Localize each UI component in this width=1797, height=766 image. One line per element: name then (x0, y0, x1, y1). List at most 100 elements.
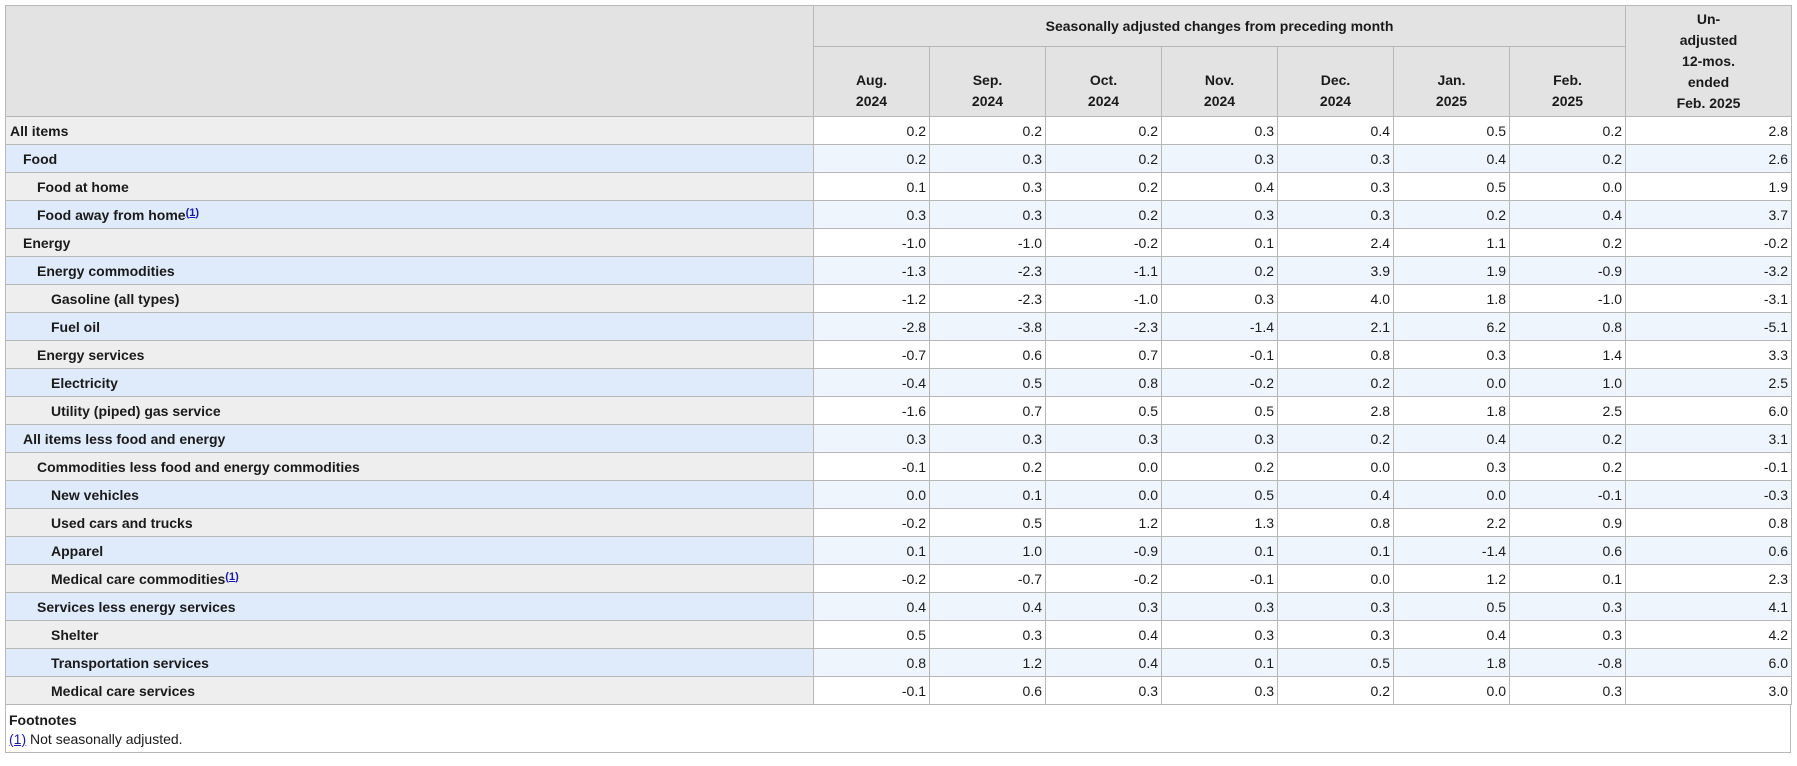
row-label-text: Food (23, 150, 58, 167)
header-month: Jan. 2025 (1393, 46, 1510, 117)
row-label: Food (5, 144, 814, 173)
value-cell: 1.3 (1161, 508, 1278, 537)
header-month-year: 2024 (855, 93, 888, 109)
value-cell: 0.2 (1508, 424, 1627, 453)
unadjusted-value-cell: 0.8 (1625, 508, 1793, 537)
row-label: All items (5, 116, 814, 145)
unadjusted-value-cell: -0.1 (1625, 452, 1793, 481)
value-cell: 0.2 (1277, 676, 1394, 705)
row-label: Energy (5, 228, 814, 257)
value-cell: 0.5 (1393, 116, 1510, 145)
value-cell: 0.3 (1161, 424, 1278, 453)
value-cell: 0.4 (1161, 172, 1278, 201)
value-cell: -0.9 (1508, 256, 1627, 285)
value-cell: -0.2 (813, 564, 930, 593)
footnote-marker-link[interactable]: (1) (185, 206, 200, 219)
footnote-text: Not seasonally adjusted. (26, 731, 183, 747)
value-cell: 0.4 (1045, 620, 1162, 649)
header-month-year: 2024 (1087, 93, 1120, 109)
row-label: Energy services (5, 340, 814, 369)
unadjusted-value-cell: -3.2 (1625, 256, 1793, 285)
value-cell: 2.4 (1277, 228, 1394, 257)
footnote-marker-number: 1 (228, 570, 236, 583)
value-cell: 0.3 (1161, 284, 1278, 313)
unadjusted-value-cell: 3.7 (1625, 200, 1793, 229)
header-month-year: 2024 (1203, 93, 1236, 109)
header-month-name: Oct. (1089, 72, 1118, 88)
row-label: Utility (piped) gas service (5, 396, 814, 425)
value-cell: 0.4 (1508, 200, 1627, 229)
value-cell: 0.3 (929, 424, 1046, 453)
value-cell: 0.3 (1045, 424, 1162, 453)
row-label-text: Services less energy services (37, 598, 236, 615)
value-cell: 0.3 (1161, 144, 1278, 173)
row-label: All items less food and energy (5, 424, 814, 453)
value-cell: 0.1 (929, 480, 1046, 509)
value-cell: -0.7 (929, 564, 1046, 593)
footnote-marker-link[interactable]: (1) (225, 570, 239, 583)
footnote-ref-link[interactable]: (1) (9, 731, 27, 747)
value-cell: 0.0 (813, 480, 930, 509)
table-row: All items less food and energy 0.3 0.3 0.3 0… (5, 424, 1793, 453)
value-cell: 0.6 (1508, 536, 1627, 565)
value-cell: 1.1 (1393, 228, 1510, 257)
value-cell: 0.2 (1045, 116, 1162, 145)
value-cell: 0.2 (1277, 424, 1394, 453)
header-month-name: Feb. (1553, 72, 1582, 88)
header-unadjusted-line: Un- (1696, 10, 1721, 27)
table-row: Food at home 0.1 0.3 0.2 0.4 0.3 0.5 0.0 1.9 (5, 172, 1793, 201)
value-cell: 0.3 (1161, 116, 1278, 145)
value-cell: 0.3 (1277, 592, 1394, 621)
value-cell: 2.2 (1393, 508, 1510, 537)
value-cell: -1.0 (813, 228, 930, 257)
header-group-title: Seasonally adjusted changes from precedi… (812, 5, 1627, 47)
table-row: Shelter 0.5 0.3 0.4 0.3 0.3 0.4 0.3 4.2 (5, 620, 1793, 649)
footnotes-section: Footnotes (1) Not seasonally adjusted. (5, 705, 1791, 753)
row-label-text: All items (10, 122, 69, 139)
header-month-name: Jan. (1437, 72, 1466, 88)
value-cell: 0.7 (1045, 340, 1162, 369)
cpi-table: Seasonally adjusted changes from precedi… (5, 5, 1793, 705)
row-label: Gasoline (all types) (5, 284, 814, 313)
row-label: Food away from home(1) (5, 200, 814, 229)
value-cell: -0.1 (1508, 480, 1627, 509)
unadjusted-value-cell: 6.0 (1625, 648, 1793, 677)
value-cell: 0.3 (1277, 172, 1394, 201)
value-cell: 0.0 (1045, 480, 1162, 509)
value-cell: -1.2 (813, 284, 930, 313)
row-label: New vehicles (5, 480, 814, 509)
value-cell: -0.4 (813, 368, 930, 397)
header-month: Dec. 2024 (1277, 46, 1394, 117)
value-cell: 0.1 (813, 536, 930, 565)
row-label-text: Energy services (37, 346, 145, 363)
footnotes-title: Footnotes (9, 712, 77, 728)
value-cell: 0.1 (1277, 536, 1394, 565)
value-cell: -3.8 (929, 312, 1046, 341)
value-cell: 0.2 (1508, 228, 1627, 257)
value-cell: 1.8 (1393, 648, 1510, 677)
row-label-text: Apparel (51, 542, 104, 559)
value-cell: 1.2 (929, 648, 1046, 677)
value-cell: -2.8 (813, 312, 930, 341)
value-cell: 0.2 (1045, 200, 1162, 229)
row-label: Food at home (5, 172, 814, 201)
row-label-text: Used cars and trucks (51, 514, 193, 531)
table-row: Used cars and trucks -0.2 0.5 1.2 1.3 0.8 2.2 0… (5, 508, 1793, 537)
value-cell: 0.5 (1161, 480, 1278, 509)
value-cell: 0.2 (1508, 116, 1627, 145)
value-cell: 0.2 (1508, 144, 1627, 173)
footnote-item: (1) Not seasonally adjusted. (9, 729, 1787, 749)
value-cell: 0.3 (1045, 676, 1162, 705)
value-cell: -1.1 (1045, 256, 1162, 285)
unadjusted-value-cell: -0.2 (1625, 228, 1793, 257)
row-label-text: Fuel oil (51, 318, 100, 335)
header-month-name: Aug. (855, 72, 888, 88)
row-label-text: Utility (piped) gas service (51, 402, 221, 419)
table-row: Commodities less food and energy commodi… (5, 452, 1793, 481)
row-label: Shelter (5, 620, 814, 649)
value-cell: 0.3 (929, 172, 1046, 201)
row-label: Services less energy services (5, 592, 814, 621)
value-cell: 0.2 (929, 116, 1046, 145)
unadjusted-value-cell: 3.1 (1625, 424, 1793, 453)
header-unadjusted: Un- adjusted 12-mos. ended Feb. 2025 (1625, 5, 1793, 117)
